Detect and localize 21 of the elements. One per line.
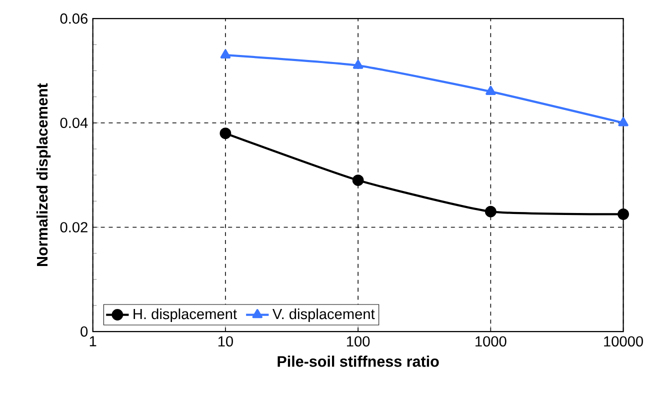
x-tick-label: 10000 [604,336,643,347]
y-tick-label: 0.04 [60,118,88,128]
y-tick-label: 0.02 [60,222,88,232]
point [352,60,364,70]
point [618,117,628,126]
x-tick-label: 100 [347,336,370,347]
y-tick-label: 0 [80,326,88,337]
point [220,49,231,59]
x-tick-label: 1000 [476,336,506,347]
point [484,206,496,218]
point [618,208,630,220]
point [352,174,364,186]
point [220,128,232,140]
x-tick-label: 10 [218,336,233,347]
x-tick-label: 1 [90,336,96,346]
y-tick-label: 0.06 [60,14,88,24]
legend-label: V. displacement [272,308,375,322]
x-axis-title: Pile-soil stiffness ratio [278,356,439,367]
point [486,86,496,96]
y-axis-title: Normalized displacement [36,83,51,266]
legend-label: H. displacement [134,308,237,322]
